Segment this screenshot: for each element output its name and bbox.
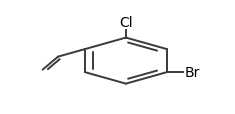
Text: Cl: Cl [119, 16, 133, 30]
Text: Br: Br [184, 66, 200, 79]
